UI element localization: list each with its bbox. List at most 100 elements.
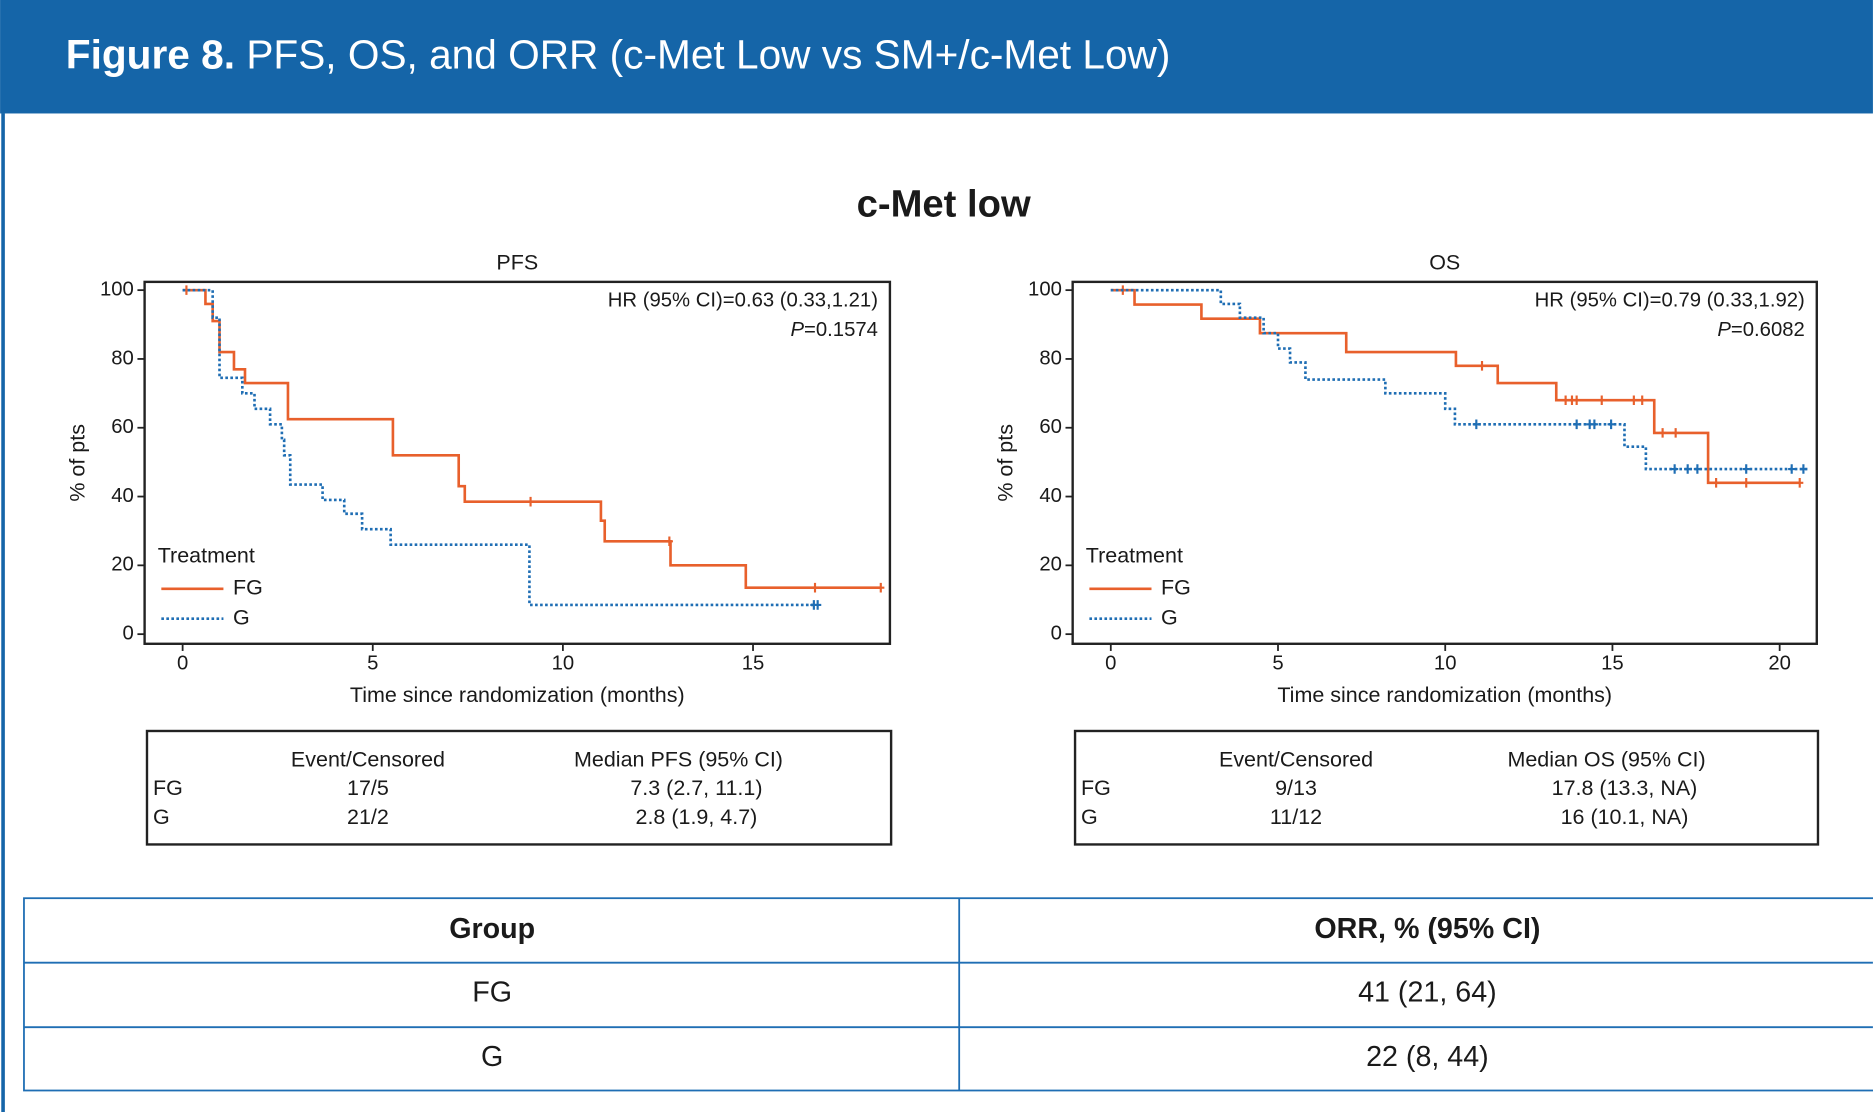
km-curve: [1110, 288, 1810, 471]
legend-label: FG: [1161, 576, 1191, 600]
y-tick-label: 20: [111, 554, 134, 576]
y-tick-label: 60: [111, 416, 134, 438]
header-band: [0, 0, 1873, 114]
censor-mark: [1796, 478, 1804, 488]
orr-cell: 41 (21, 64): [1358, 976, 1497, 1008]
orr-cell: 22 (8, 44): [1366, 1041, 1489, 1073]
censor-mark: [1712, 478, 1720, 488]
censor-mark: [1742, 478, 1750, 488]
censor-mark: [1671, 464, 1679, 474]
suptitle: c-Met low: [857, 183, 1031, 226]
x-tick-label: 0: [1105, 652, 1116, 674]
chart-title: PFS: [496, 251, 538, 275]
annotation: HR (95% CI)=0.63 (0.33,1.21): [608, 289, 878, 311]
p-symbol: P: [790, 319, 804, 341]
summary-header: Event/Censored: [291, 748, 445, 772]
censor-mark: [1693, 464, 1701, 474]
y-tick-label: 80: [1039, 347, 1062, 369]
censor-mark: [1659, 428, 1667, 438]
censor-mark: [526, 496, 535, 507]
orr-header: Group: [449, 913, 535, 945]
censor-mark: [814, 600, 822, 610]
legend-label: G: [1161, 605, 1178, 629]
x-tick-label: 20: [1768, 652, 1791, 674]
censor-mark: [1573, 395, 1581, 406]
p-symbol: P: [1717, 319, 1731, 341]
x-tick-label: 5: [367, 652, 378, 674]
y-tick-label: 0: [1051, 623, 1062, 645]
summary-table: [1073, 729, 1820, 846]
censor-mark: [1684, 464, 1692, 474]
p-value: P=0.1574: [790, 319, 877, 341]
censor-mark: [1598, 395, 1606, 406]
km-curve: [182, 288, 881, 590]
orr-header: ORR, % (95% CI): [1314, 913, 1540, 945]
y-tick-label: 40: [111, 485, 134, 507]
legend-label: G: [233, 605, 250, 629]
y-axis-label: % of pts: [66, 424, 90, 502]
summary-cell: 2.8 (1.9, 4.7): [636, 805, 758, 829]
x-tick-label: 10: [1434, 652, 1457, 674]
censor-mark: [811, 582, 819, 593]
x-axis-label: Time since randomization (months): [350, 683, 685, 707]
censor-mark: [665, 536, 673, 547]
censor-mark: [877, 582, 885, 593]
x-tick-label: 10: [552, 652, 575, 674]
figure-label: Figure 8.: [66, 31, 235, 77]
summary-cell: 21/2: [347, 805, 389, 829]
y-tick-label: 80: [111, 347, 134, 369]
summary-cell: 9/13: [1275, 776, 1317, 800]
y-tick-label: 60: [1039, 416, 1062, 438]
km-curve: [1110, 288, 1800, 485]
orr-table: [23, 897, 1873, 1092]
x-tick-label: 15: [1601, 652, 1624, 674]
x-tick-label: 15: [742, 652, 765, 674]
censor-mark: [1742, 464, 1750, 474]
legend-title: Treatment: [1086, 543, 1183, 567]
x-axis-label: Time since randomization (months): [1277, 683, 1612, 707]
p-number: =0.1574: [804, 319, 878, 341]
summary-cell: 11/12: [1270, 805, 1322, 829]
summary-cell: FG: [1081, 776, 1111, 800]
x-tick-label: 0: [177, 652, 188, 674]
y-tick-label: 100: [100, 278, 134, 300]
p-value: P=0.6082: [1717, 319, 1804, 341]
y-tick-label: 40: [1039, 485, 1062, 507]
censor-mark: [1607, 419, 1615, 430]
legend-title: Treatment: [158, 543, 255, 567]
summary-cell: 17/5: [347, 776, 389, 800]
legend-label: FG: [233, 576, 263, 600]
censor-mark: [1630, 395, 1638, 406]
y-tick-label: 100: [1028, 278, 1062, 300]
summary-header: Median PFS (95% CI): [574, 748, 783, 772]
orr-cell: FG: [472, 976, 512, 1008]
censor-mark: [1788, 464, 1796, 474]
censor-mark: [1672, 428, 1680, 438]
y-axis-label: % of pts: [994, 424, 1018, 502]
summary-cell: G: [1081, 805, 1098, 829]
summary-cell: 16 (10.1, NA): [1561, 805, 1689, 829]
censor-mark: [1562, 395, 1570, 406]
figure-title: Figure 8. PFS, OS, and ORR (c-Met Low vs…: [66, 31, 1171, 77]
y-tick-label: 20: [1039, 554, 1062, 576]
summary-cell: 7.3 (2.7, 11.1): [630, 776, 762, 800]
censor-mark: [1590, 419, 1598, 430]
chart-title: OS: [1429, 251, 1460, 275]
censor-mark: [1638, 395, 1646, 406]
figure-title-text: PFS, OS, and ORR (c-Met Low vs SM+/c-Met…: [246, 31, 1170, 77]
p-number: =0.6082: [1731, 319, 1805, 341]
censor-mark: [1799, 464, 1807, 474]
summary-header: Median OS (95% CI): [1507, 748, 1705, 772]
summary-table: [145, 729, 893, 846]
summary-cell: G: [153, 805, 170, 829]
censor-mark: [1573, 419, 1581, 430]
annotation: HR (95% CI)=0.79 (0.33,1.92): [1535, 289, 1805, 311]
summary-header: Event/Censored: [1219, 748, 1373, 772]
left-border: [1, 113, 5, 1112]
summary-cell: 17.8 (13.3, NA): [1552, 776, 1698, 800]
plot-frame: [143, 280, 892, 645]
km-curve: [182, 288, 816, 607]
censor-mark: [1478, 361, 1486, 371]
